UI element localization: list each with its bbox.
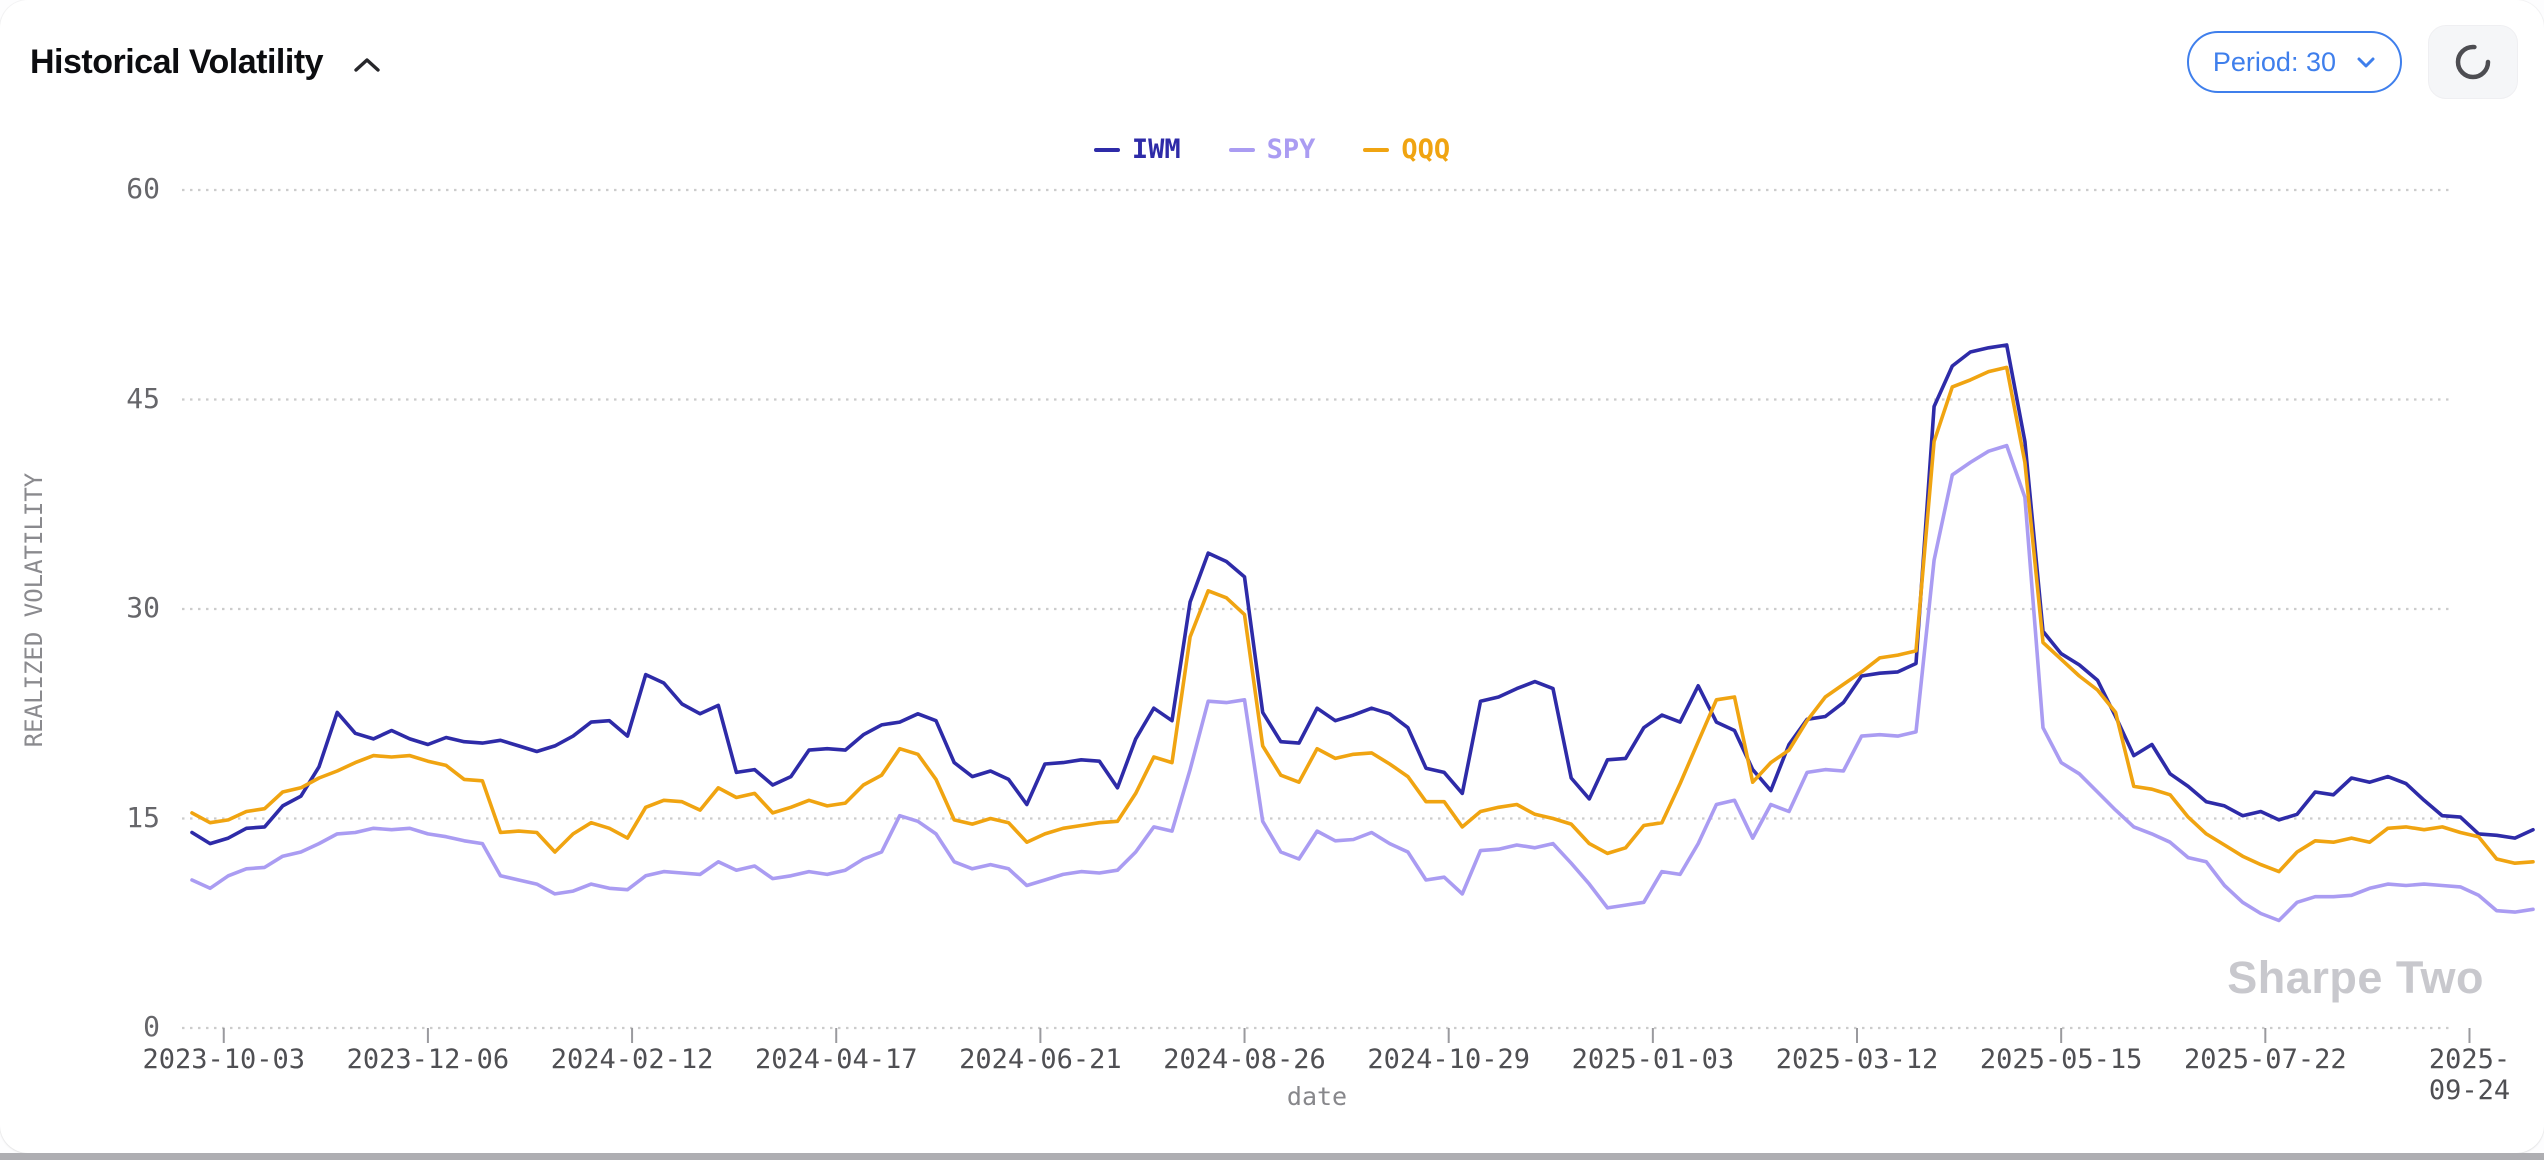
collapse-toggle[interactable] — [353, 56, 381, 74]
x-tick-label: 2023-10-03 — [142, 1044, 306, 1075]
x-tick-label: 2024-10-29 — [1367, 1044, 1530, 1075]
period-dropdown-value: Period: 30 — [2212, 46, 2336, 77]
page-bottom-strip — [0, 1153, 2544, 1160]
x-tick-label: 2023-12-06 — [346, 1044, 510, 1075]
loading-spinner-icon — [2455, 44, 2491, 80]
legend-item-spy[interactable]: SPY — [1228, 134, 1316, 165]
x-tick-label: 2025-03-12 — [1775, 1044, 1939, 1075]
iwm-line-swatch — [1093, 147, 1120, 152]
y-tick-label: 30 — [126, 591, 160, 625]
x-tick-label: 2024-06-21 — [959, 1044, 1122, 1075]
refresh-button[interactable] — [2428, 25, 2518, 99]
legend-label: IWM — [1131, 134, 1181, 165]
x-tick-label: 2025-05-15 — [1979, 1044, 2143, 1075]
chevron-down-icon — [2357, 57, 2375, 67]
x-tick-label: 2024-08-26 — [1163, 1044, 1326, 1075]
legend-label: SPY — [1266, 134, 1316, 165]
x-tick-label: 2025-09-24 — [2428, 1044, 2511, 1106]
qqq-line-swatch — [1363, 147, 1390, 152]
chevron-up-icon — [354, 58, 380, 72]
watermark: Sharpe Two — [2227, 952, 2484, 1003]
y-axis-title: REALIZED VOLATILITY — [20, 472, 48, 748]
y-tick-label: 0 — [143, 1010, 160, 1044]
x-tick-label: 2024-04-17 — [754, 1044, 918, 1075]
y-tick-label: 15 — [126, 800, 160, 834]
x-axis-title: date — [1286, 1082, 1348, 1111]
header-controls: Period: 30 — [2186, 25, 2518, 99]
legend-label: QQQ — [1401, 134, 1451, 165]
chart-legend: IWM SPY QQQ — [0, 134, 2544, 165]
card-header: Historical Volatility Period: 30 — [30, 24, 2518, 100]
period-dropdown[interactable]: Period: 30 — [2186, 31, 2402, 93]
y-tick-label: 60 — [126, 172, 160, 206]
x-tick-label: 2025-01-03 — [1571, 1044, 1735, 1075]
spy-line-swatch — [1228, 147, 1255, 152]
y-tick-label: 45 — [126, 381, 160, 415]
legend-item-iwm[interactable]: IWM — [1093, 134, 1181, 165]
x-tick-label: 2024-02-12 — [550, 1044, 714, 1075]
legend-item-qqq[interactable]: QQQ — [1363, 134, 1450, 165]
page-title: Historical Volatility — [30, 42, 324, 81]
x-tick-label: 2025-07-22 — [2184, 1044, 2347, 1075]
